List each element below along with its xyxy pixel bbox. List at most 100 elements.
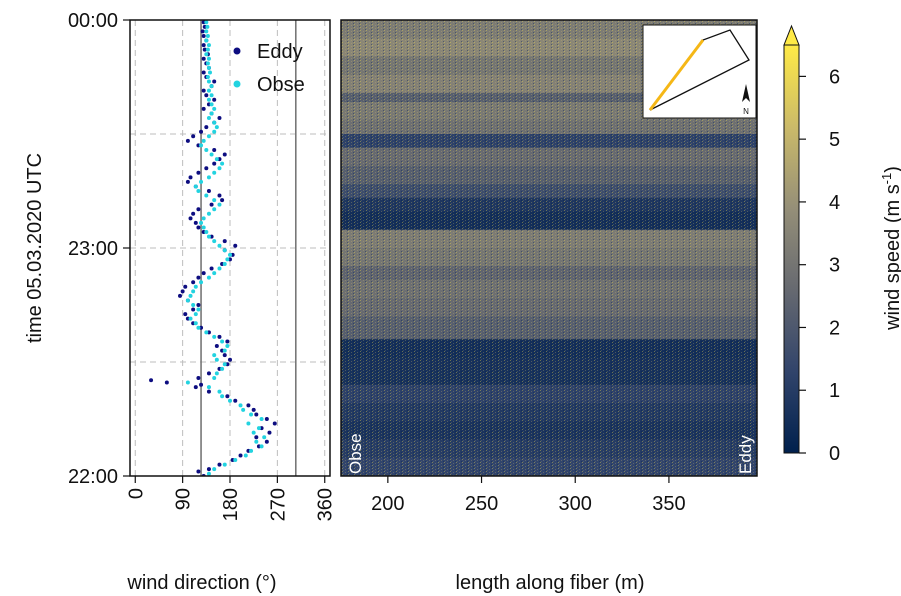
colorbar-tick-label-6: 6: [829, 66, 840, 88]
fiber-end-label-eddy: Eddy: [736, 435, 755, 474]
point-eddy-23: [149, 378, 154, 383]
point-obse-18: [217, 389, 222, 394]
point-eddy-39: [191, 307, 196, 312]
legend-label-eddy: Eddy: [257, 41, 303, 63]
point-obse-70: [209, 152, 214, 157]
point-obse-32: [196, 325, 201, 330]
point-eddy-91: [201, 70, 206, 75]
direction-x-tick-label-2: 180: [220, 488, 242, 521]
point-obse-84: [206, 88, 211, 93]
legend-label-obse: Obse: [257, 74, 305, 96]
point-eddy-20: [193, 385, 198, 390]
direction-y-tick-label-1: 23:00: [68, 238, 118, 260]
point-obse-79: [209, 111, 214, 116]
point-eddy-47: [201, 271, 206, 276]
point-eddy-53: [233, 243, 238, 248]
direction-y-tick-label-2: 00:00: [68, 10, 118, 32]
point-obse-93: [205, 47, 210, 52]
point-eddy-65: [206, 189, 211, 193]
point-obse-11: [246, 421, 251, 426]
point-obse-48: [228, 252, 232, 257]
point-obse-0: [206, 471, 211, 476]
point-obse-55: [199, 220, 204, 225]
point-obse-20: [185, 380, 190, 385]
direction-x-axis-title: wind direction (°): [126, 572, 276, 594]
colorbar-tick-label-1: 1: [829, 380, 840, 402]
north-arrow-icon: N: [742, 84, 750, 116]
point-obse-90: [205, 61, 210, 66]
heatmap-x-ticks: 200 250 300 350: [371, 476, 686, 515]
point-obse-25: [214, 357, 219, 362]
point-obse-61: [204, 193, 209, 198]
point-obse-41: [193, 284, 198, 289]
point-obse-63: [193, 184, 198, 189]
point-eddy-9: [254, 435, 259, 440]
point-eddy-96: [202, 47, 207, 52]
point-obse-87: [205, 75, 210, 79]
colorbar-extend-arrow: [783, 24, 800, 46]
point-eddy-31: [214, 344, 219, 349]
point-obse-35: [193, 312, 198, 317]
point-obse-4: [243, 453, 248, 458]
point-eddy-10: [267, 430, 272, 435]
colorbar: 0 1 2 3 4 5 6 wind speed (m s-1): [783, 24, 901, 465]
inset-map-frame: [642, 24, 757, 119]
point-eddy-45: [191, 280, 196, 285]
point-obse-15: [238, 403, 243, 408]
point-obse-64: [199, 179, 204, 184]
point-eddy-69: [196, 170, 201, 175]
heatmap-frame: [340, 19, 758, 477]
point-obse-21: [212, 375, 217, 380]
point-obse-9: [251, 430, 256, 435]
point-obse-39: [188, 293, 193, 298]
point-obse-8: [262, 435, 267, 440]
point-eddy-28: [228, 357, 232, 362]
point-eddy-48: [209, 266, 214, 271]
direction-x-tick-label-3: 270: [267, 488, 289, 521]
point-obse-56: [201, 216, 206, 221]
point-obse-16: [228, 398, 232, 403]
point-eddy-74: [212, 147, 217, 152]
point-obse-36: [196, 307, 201, 312]
colorbar-ticks: 0 1 2 3 4 5 6: [799, 66, 840, 465]
point-obse-73: [201, 138, 206, 143]
colorbar-title-superscript: -1: [879, 173, 894, 185]
point-eddy-17: [233, 398, 238, 403]
point-obse-44: [212, 271, 217, 276]
point-obse-13: [249, 412, 254, 417]
svg-text:N: N: [743, 107, 749, 116]
point-eddy-19: [206, 389, 211, 394]
point-eddy-61: [196, 207, 201, 212]
point-obse-65: [206, 175, 211, 180]
point-eddy-79: [204, 125, 209, 130]
point-eddy-70: [204, 166, 209, 171]
point-obse-92: [204, 52, 209, 57]
point-obse-37: [191, 303, 196, 307]
heatmap-x-tick-label-1: 250: [465, 493, 498, 515]
point-obse-6: [259, 444, 264, 449]
point-eddy-15: [251, 407, 256, 412]
point-obse-23: [220, 366, 225, 371]
point-obse-91: [206, 56, 211, 61]
point-eddy-46: [196, 275, 201, 280]
point-obse-78: [206, 116, 211, 121]
point-obse-33: [193, 321, 198, 326]
point-obse-17: [220, 394, 225, 399]
point-obse-14: [241, 407, 246, 412]
heatmap-x-tick-label-3: 350: [652, 493, 685, 515]
point-eddy-99: [201, 33, 206, 38]
point-eddy-68: [188, 175, 193, 180]
colorbar-tick-label-3: 3: [829, 255, 840, 277]
point-eddy-1: [196, 469, 201, 474]
point-obse-1: [212, 467, 217, 472]
point-obse-46: [222, 261, 227, 266]
point-obse-49: [222, 248, 227, 253]
point-obse-24: [222, 362, 227, 367]
point-eddy-77: [191, 134, 196, 139]
point-eddy-59: [188, 216, 193, 221]
point-obse-77: [212, 120, 217, 125]
point-obse-97: [204, 29, 209, 34]
point-obse-7: [254, 439, 259, 444]
inset-map: N: [642, 24, 757, 119]
colorbar-tick-label-0: 0: [829, 443, 840, 465]
